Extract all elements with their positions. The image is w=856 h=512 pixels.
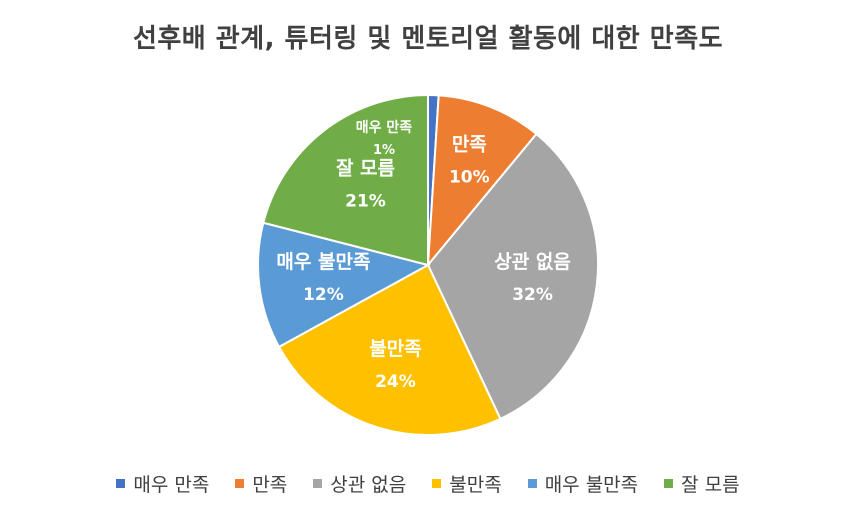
legend-label: 만족 [252, 474, 288, 496]
chart-legend: 매우 만족 만족 상관 없음 불만족 매우 불만족 잘 모름 [0, 470, 856, 497]
legend-swatch [664, 479, 674, 488]
legend-label: 상관 없음 [330, 474, 407, 496]
legend-item: 불만족 [432, 470, 502, 497]
slice-value-label: 10% [449, 168, 490, 188]
legend-item: 만족 [235, 470, 287, 497]
legend-item: 매우 만족 [116, 470, 209, 497]
slice-value-label: 21% [345, 191, 386, 211]
pie-slice [426, 132, 599, 421]
legend-label: 매우 만족 [133, 474, 210, 496]
legend-label: 불만족 [449, 474, 502, 496]
pie-slice [426, 94, 538, 269]
slice-label: 매우 불만족 [276, 251, 370, 273]
legend-swatch [116, 479, 126, 488]
slice-label: 만족 [452, 134, 487, 156]
legend-item: 매우 불만족 [527, 470, 639, 497]
slice-value-label: 12% [303, 285, 344, 305]
slice-value-label: 24% [375, 372, 416, 392]
legend-item: 상관 없음 [313, 470, 406, 497]
legend-swatch [527, 479, 537, 488]
legend-label: 매우 불만족 [544, 474, 639, 496]
legend-swatch [432, 479, 442, 488]
slice-label: 불만족 [369, 338, 421, 360]
legend-swatch [235, 479, 245, 488]
pie-slice [257, 221, 431, 349]
legend-item: 잘 모름 [664, 470, 740, 497]
slice-value-label: 32% [512, 285, 553, 305]
slice-label: 매우 만족 [356, 120, 413, 136]
chart-title: 선후배 관계, 튜터링 및 멘토리얼 활동에 대한 만족도 [132, 24, 724, 54]
legend-swatch [313, 479, 323, 488]
slice-label: 상관 없음 [494, 251, 571, 273]
pie-slice [277, 263, 502, 436]
slice-value-label: 1% [373, 143, 395, 158]
pie-slice [262, 93, 429, 267]
slice-label: 잘 모름 [336, 157, 395, 179]
legend-label: 잘 모름 [681, 474, 740, 496]
